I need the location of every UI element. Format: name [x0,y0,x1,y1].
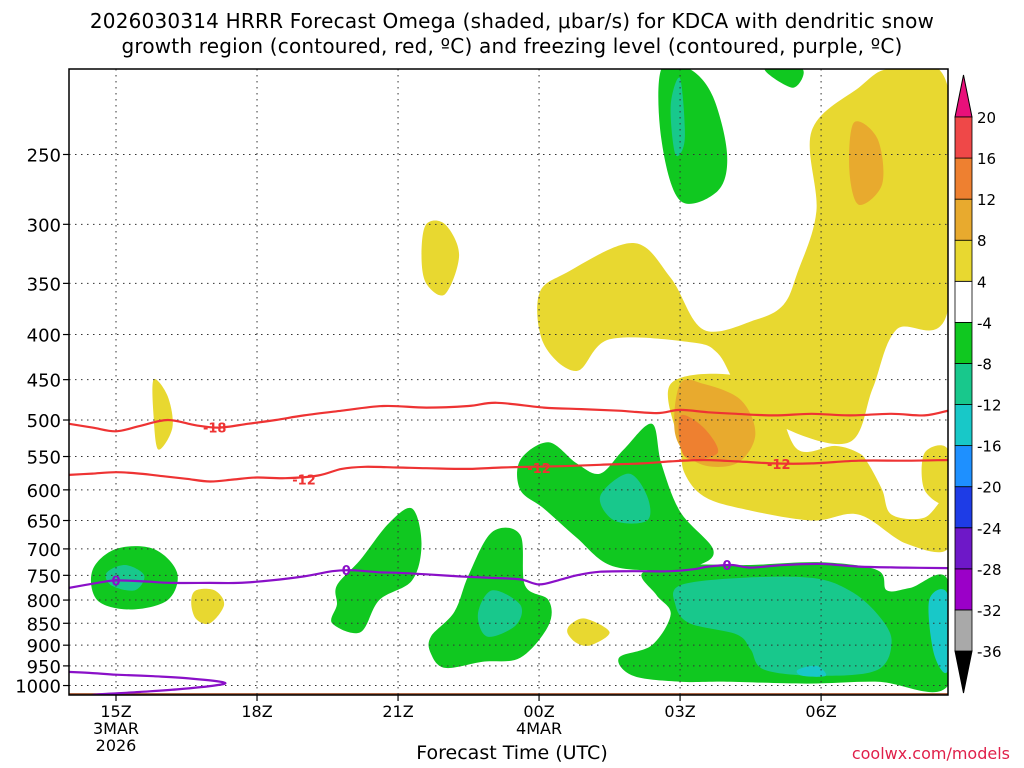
y-tick-label-600: 600 [27,481,61,502]
colorbar-label-4: -20 [977,479,1002,497]
freezing-contour-0 [69,562,948,589]
omega-region-13 [567,618,610,646]
x-tick-label-21-0: 21Z [382,702,413,721]
chart-title-line-1: 2026030314 HRRR Forecast Omega (shaded, … [89,9,935,33]
y-tick-label-800: 800 [27,591,61,612]
omega-region-16 [331,507,422,634]
axes-layer: 2503003504004505005506006507007508008509… [15,68,949,755]
x-tick-label-30-0: 06Z [805,702,836,721]
omega-region-7 [152,379,173,450]
x-tick-label-15-1: 3MAR [93,719,139,738]
dendritic-label-3: -12 [767,458,791,473]
colorbar-band-2 [954,527,973,570]
dendritic-label-2: -12 [527,462,551,477]
x-tick-label-18-0: 18Z [241,702,272,721]
colorbar-band-1 [954,568,973,611]
y-tick-label-500: 500 [27,411,61,432]
freezing-label-1: 0 [342,564,351,579]
colorbar-band-3 [954,486,973,529]
omega-region-12 [191,588,225,625]
colorbar-band-10 [954,198,973,241]
x-axis-label: Forecast Time (UTC) [416,742,608,764]
y-tick-label-750: 750 [27,566,61,587]
omega-region-22 [673,576,892,676]
omega-region-23 [928,589,948,674]
y-tick-label-950: 950 [27,657,61,678]
colorbar-label-5: -16 [977,438,1002,456]
y-tick-label-900: 900 [27,636,61,657]
dendritic-label-0: -18 [203,422,227,437]
y-tick-label-850: 850 [27,614,61,635]
colorbar-band-6 [954,363,973,405]
freezing-label-2: 0 [723,559,732,574]
colorbar-bottom-arrow [954,650,973,694]
colorbar-label-0: -36 [977,643,1002,661]
omega-region-3 [537,69,948,445]
omega-region-5 [849,121,884,206]
y-tick-label-250: 250 [27,145,61,166]
omega-region-15 [105,564,145,591]
x-tick-label-15-0: 15Z [100,702,131,721]
dendritic-label-1: -12 [292,474,316,489]
freezing-label-0: 0 [111,574,120,589]
y-tick-label-350: 350 [27,274,61,295]
colorbar-label-13: 20 [977,109,996,127]
omega-region-20 [599,473,651,524]
colorbar-band-9 [954,239,973,282]
colorbar-band-11 [954,157,973,200]
omega-region-18 [477,590,523,637]
x-tick-label-24-1: 4MAR [516,719,562,738]
omega-region-10 [678,414,719,460]
y-tick-label-650: 650 [27,512,61,533]
y-tick-label-400: 400 [27,326,61,347]
colorbar-label-6: -12 [977,397,1002,415]
colorbar-band-5 [954,404,973,447]
dendritic-contour-0 [69,401,948,433]
colorbar-band-8 [954,280,973,323]
colorbar-label-3: -24 [977,520,1002,538]
y-tick-label-1000: 1000 [15,677,61,698]
y-tick-label-550: 550 [27,448,61,469]
y-tick-label-300: 300 [27,215,61,236]
omega-region-6 [421,220,460,296]
y-tick-label-450: 450 [27,371,61,392]
colorbar-band-4 [954,445,973,488]
colorbar-band-0 [954,609,973,652]
grid-layer [69,69,948,695]
colorbar-label-8: -4 [977,314,992,332]
source-credit: coolwx.com/models [851,744,1010,763]
colorbar-band-12 [954,116,973,159]
plot-frame [68,68,949,696]
x-tick-label-15-2: 2026 [96,736,137,755]
colorbar-band-7 [954,321,973,364]
x-tick-label-24-0: 00Z [523,702,554,721]
chart-title-line-2: growth region (contoured, red, ºC) and f… [121,34,903,58]
colorbar-label-10: 8 [977,232,987,250]
colorbar-label-11: 12 [977,191,996,209]
dendritic-contour-1 [69,458,948,483]
omega-region-2 [764,69,804,88]
colorbar-top-arrow [954,74,973,118]
colorbar-label-1: -32 [977,602,1002,620]
y-tick-label-700: 700 [27,540,61,561]
freezing-contour-3 [69,670,227,695]
colorbar-label-9: 4 [977,273,987,291]
omega-region-1 [670,77,685,157]
colorbar-label-2: -28 [977,561,1002,579]
omega-region-24 [796,665,827,677]
contour-layer: -18 -12 -12 -12 0 0 0 [69,401,948,695]
omega-region-0 [658,69,728,204]
colorbar-label-12: 16 [977,150,996,168]
colorbar: -36 -32 -28 -24 -20 -16 -12 -8 -4 4 8 12 16 20 [954,74,1002,694]
omega-region-11 [921,445,948,505]
x-tick-label-27-0: 03Z [664,702,695,721]
terrain-surface [69,693,948,695]
colorbar-label-7: -8 [977,355,992,373]
